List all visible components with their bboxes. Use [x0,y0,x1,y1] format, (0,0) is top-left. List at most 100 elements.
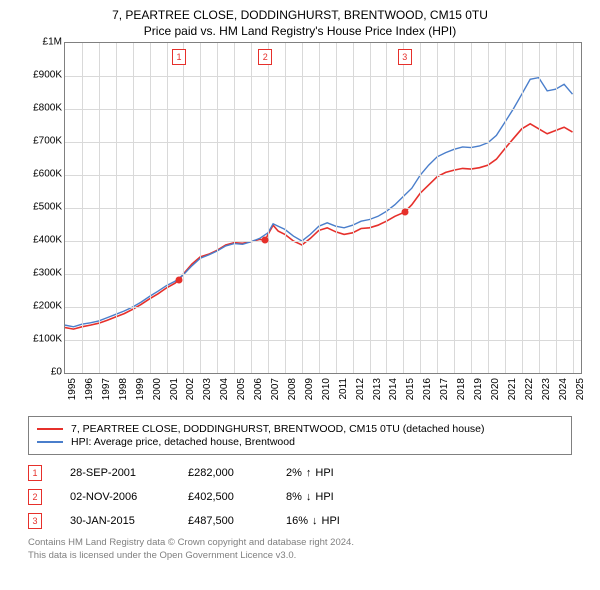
y-tick-label: £500K [33,202,62,213]
y-axis: £0£100K£200K£300K£400K£500K£600K£700K£80… [20,42,64,372]
y-tick-label: £600K [33,169,62,180]
gridline-h [65,142,581,143]
gridline-v [133,43,134,373]
y-tick-label: £1M [43,37,62,48]
x-tick-label: 2013 [372,378,383,400]
gridline-v [200,43,201,373]
gridline-h [65,274,581,275]
legend-swatch [37,441,63,443]
x-tick-label: 2008 [287,378,298,400]
sales-vs-label: HPI [315,491,333,503]
gridline-v [573,43,574,373]
x-tick-label: 2020 [490,378,501,400]
gridline-v [539,43,540,373]
x-tick-label: 2025 [575,378,586,400]
gridline-h [65,307,581,308]
sales-pct-value: 8% [286,491,302,503]
x-tick-label: 2024 [558,378,569,400]
x-tick-label: 2000 [152,378,163,400]
gridline-v [116,43,117,373]
gridline-h [65,340,581,341]
gridline-v [336,43,337,373]
x-tick-label: 1995 [67,378,78,400]
x-tick-label: 2014 [388,378,399,400]
sales-pct-value: 16% [286,515,308,527]
sales-price: £282,000 [188,467,258,479]
x-tick-label: 2012 [355,378,366,400]
sales-pct-value: 2% [286,467,302,479]
sales-price: £402,500 [188,491,258,503]
sales-row: 3 30-JAN-2015 £487,500 16% ↓ HPI [28,513,572,529]
x-tick-label: 2005 [236,378,247,400]
x-tick-label: 2015 [405,378,416,400]
gridline-v [370,43,371,373]
sale-marker-dot [176,276,183,283]
gridline-v [268,43,269,373]
title-block: 7, PEARTREE CLOSE, DODDINGHURST, BRENTWO… [0,0,600,42]
gridline-v [183,43,184,373]
legend-row: HPI: Average price, detached house, Bren… [37,436,563,448]
sales-price: £487,500 [188,515,258,527]
x-tick-label: 2017 [439,378,450,400]
x-tick-label: 2009 [304,378,315,400]
x-tick-label: 1996 [84,378,95,400]
x-tick-label: 2007 [270,378,281,400]
x-tick-label: 2002 [185,378,196,400]
gridline-v [386,43,387,373]
x-tick-label: 2001 [169,378,180,400]
plot-area: 123 [64,42,582,374]
x-tick-label: 1999 [135,378,146,400]
sales-date: 28-SEP-2001 [70,467,160,479]
sales-table: 1 28-SEP-2001 £282,000 2%↑HPI 2 02-NOV-2006 £4… [28,465,572,529]
gridline-v [353,43,354,373]
y-tick-label: £200K [33,301,62,312]
gridline-v [420,43,421,373]
x-tick-label: 2021 [507,378,518,400]
title-subtitle: Price paid vs. HM Land Registry's House … [10,24,590,38]
gridline-h [65,76,581,77]
legend-label: 7, PEARTREE CLOSE, DODDINGHURST, BRENTWO… [71,423,485,435]
x-tick-label: 2019 [473,378,484,400]
sales-vs-label: HPI [322,515,340,527]
x-tick-label: 2016 [422,378,433,400]
legend-swatch [37,428,63,430]
x-tick-label: 2022 [524,378,535,400]
sale-marker-box: 1 [172,49,186,65]
sales-marker: 3 [28,513,42,529]
x-tick-label: 1997 [101,378,112,400]
sales-pct: 8% ↓HPI [286,491,334,503]
gridline-h [65,109,581,110]
x-axis: 1995199619971998199920002001200220032004… [64,374,580,410]
sales-marker: 2 [28,489,42,505]
footer-line-1: Contains HM Land Registry data © Crown c… [28,537,572,550]
arrow-down-icon: ↓ [306,491,312,503]
arrow-down-icon: ↓ [312,515,318,527]
x-tick-label: 2003 [202,378,213,400]
sales-date: 02-NOV-2006 [70,491,160,503]
gridline-v [471,43,472,373]
gridline-v [454,43,455,373]
sales-pct: 2%↑HPI [286,467,334,479]
sales-date: 30-JAN-2015 [70,515,160,527]
sales-vs-label: HPI [315,467,333,479]
x-tick-label: 2006 [253,378,264,400]
sale-marker-dot [262,237,269,244]
sales-marker: 1 [28,465,42,481]
gridline-v [167,43,168,373]
gridline-h [65,175,581,176]
sale-marker-dot [401,209,408,216]
sales-row: 2 02-NOV-2006 £402,500 8% ↓HPI [28,489,572,505]
x-tick-label: 2018 [456,378,467,400]
sales-row: 1 28-SEP-2001 £282,000 2%↑HPI [28,465,572,481]
gridline-v [251,43,252,373]
title-address: 7, PEARTREE CLOSE, DODDINGHURST, BRENTWO… [10,8,590,22]
gridline-v [522,43,523,373]
gridline-v [488,43,489,373]
y-tick-label: £400K [33,235,62,246]
y-tick-label: £900K [33,70,62,81]
legend-label: HPI: Average price, detached house, Bren… [71,436,295,448]
x-tick-label: 2010 [321,378,332,400]
x-tick-label: 2023 [541,378,552,400]
gridline-v [150,43,151,373]
legend: 7, PEARTREE CLOSE, DODDINGHURST, BRENTWO… [28,416,572,455]
